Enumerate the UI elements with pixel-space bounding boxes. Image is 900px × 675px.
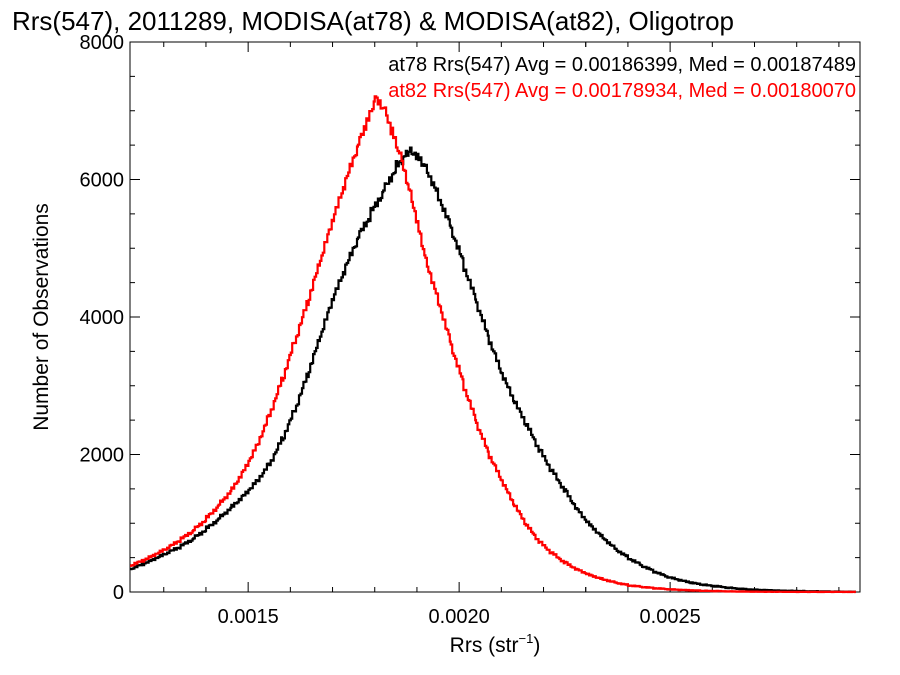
x-axis-label-close: ) xyxy=(533,634,540,657)
y-axis-label: Number of Observations xyxy=(30,203,53,431)
y-tick-label: 2000 xyxy=(80,445,125,467)
x-tick-label: 0.0015 xyxy=(218,606,279,628)
x-axis-label-main: Rrs (str xyxy=(450,634,519,657)
series-line-at82 xyxy=(130,95,856,594)
y-tick-label: 4000 xyxy=(80,307,125,329)
x-tick-label: 0.0025 xyxy=(640,606,701,628)
x-axis-label: Rrs (str−1) xyxy=(450,631,541,657)
legend-at82: at82 Rrs(547) Avg = 0.00178934, Med = 0.… xyxy=(388,80,856,102)
x-tick-label: 0.0020 xyxy=(429,606,490,628)
y-tick-label: 0 xyxy=(113,582,124,604)
series-line-at78 xyxy=(130,146,856,593)
series-layer xyxy=(130,95,856,594)
legend-at78: at78 Rrs(547) Avg = 0.00186399, Med = 0.… xyxy=(388,54,856,76)
chart-title: Rrs(547), 2011289, MODISA(at78) & MODISA… xyxy=(12,6,734,36)
y-tick-label: 8000 xyxy=(80,32,125,54)
plot-frame xyxy=(129,41,861,593)
axis-ticks: 0 2000 4000 6000 8000 0.0015 0.0020 0.0025 xyxy=(80,32,860,628)
y-tick-label: 6000 xyxy=(80,170,125,192)
x-axis-label-sup: −1 xyxy=(519,631,534,646)
